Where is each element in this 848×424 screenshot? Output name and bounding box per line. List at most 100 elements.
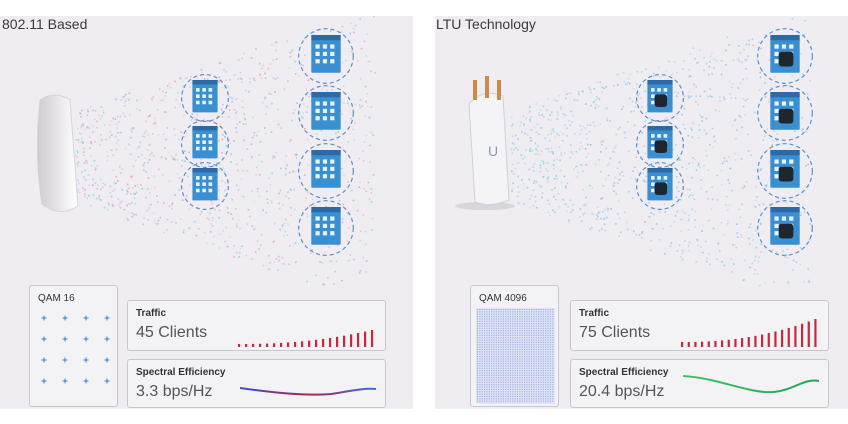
building-icon xyxy=(298,143,354,199)
traffic-bar xyxy=(315,339,318,347)
traffic-bar xyxy=(371,330,374,347)
building-icons xyxy=(636,28,813,256)
traffic-bar xyxy=(273,343,276,347)
traffic-bar xyxy=(245,343,248,347)
traffic-bar xyxy=(714,340,717,347)
building-icon xyxy=(757,143,813,199)
traffic-bar xyxy=(794,325,797,347)
traffic-bar xyxy=(694,341,697,347)
building-icon xyxy=(298,85,354,141)
traffic-bar xyxy=(336,336,339,347)
traffic-bar xyxy=(787,327,790,347)
building-icon xyxy=(181,162,230,211)
spectral-label: Spectral Efficiency xyxy=(136,367,226,378)
traffic-card: Traffic 75 Clients xyxy=(570,300,829,351)
traffic-bar xyxy=(767,333,770,347)
panel-title: 802.11 Based xyxy=(2,16,88,32)
panel-title: LTU Technology xyxy=(436,16,536,32)
constellation-point xyxy=(62,357,68,363)
spectral-wave-icon xyxy=(682,375,820,394)
traffic-bar xyxy=(259,343,262,347)
access-point-device xyxy=(36,94,79,212)
constellation-point xyxy=(62,315,68,321)
traffic-bar xyxy=(807,321,810,347)
building-icon xyxy=(757,28,813,84)
network-illustration xyxy=(36,16,377,286)
spectral-label: Spectral Efficiency xyxy=(579,367,669,378)
panel-ltu: U LTU Technology QAM 4096 Traffic 75 Cli… xyxy=(435,16,848,409)
qam-card: QAM 16 xyxy=(29,285,118,407)
traffic-bar xyxy=(747,336,750,347)
building-icon xyxy=(298,28,354,84)
building-icons xyxy=(181,28,354,256)
traffic-bars-icon xyxy=(238,330,374,347)
traffic-bar xyxy=(287,342,290,347)
traffic-bar xyxy=(707,341,710,347)
traffic-bar xyxy=(814,319,817,347)
constellation-point xyxy=(62,336,68,342)
traffic-bar xyxy=(774,331,777,347)
traffic-value: 75 Clients xyxy=(579,324,651,341)
traffic-bar xyxy=(727,339,730,347)
building-icon xyxy=(757,200,813,256)
traffic-bar xyxy=(754,335,757,347)
traffic-bar xyxy=(294,341,297,347)
traffic-bar xyxy=(308,340,311,347)
constellation-point xyxy=(62,378,68,384)
traffic-bar xyxy=(761,334,764,347)
traffic-label: Traffic xyxy=(136,308,167,319)
traffic-value: 45 Clients xyxy=(136,324,208,341)
spectral-wave-icon xyxy=(239,387,377,396)
building-icon xyxy=(636,73,685,122)
traffic-bar xyxy=(329,337,332,347)
constellation-icon xyxy=(41,315,110,384)
constellation-point xyxy=(104,357,110,363)
spectral-value: 3.3 bps/Hz xyxy=(136,383,213,400)
constellation-point xyxy=(104,378,110,384)
traffic-bar xyxy=(364,331,367,347)
ltu-radio-device: U xyxy=(455,76,515,210)
svg-text:U: U xyxy=(488,143,498,159)
traffic-bar xyxy=(741,338,744,347)
traffic-bar xyxy=(687,341,690,347)
traffic-bar xyxy=(280,342,283,347)
constellation-point xyxy=(41,357,47,363)
traffic-bar xyxy=(350,334,353,347)
traffic-bar xyxy=(322,338,325,347)
traffic-bar xyxy=(252,343,255,347)
constellation-point xyxy=(83,378,89,384)
constellation-point xyxy=(104,336,110,342)
constellation-point xyxy=(41,336,47,342)
traffic-bar xyxy=(343,335,346,347)
traffic-bar xyxy=(781,329,784,347)
constellation-point xyxy=(83,336,89,342)
traffic-bar xyxy=(701,341,704,347)
spectral-card: Spectral Efficiency 20.4 bps/Hz xyxy=(570,359,829,408)
constellation-point xyxy=(41,378,47,384)
traffic-bar xyxy=(238,344,241,347)
building-icon xyxy=(636,162,685,211)
traffic-label: Traffic xyxy=(579,308,610,319)
spectral-value: 20.4 bps/Hz xyxy=(579,383,665,400)
traffic-bar xyxy=(681,342,684,347)
constellation-point xyxy=(83,315,89,321)
building-icon xyxy=(757,85,813,141)
qam-label: QAM 4096 xyxy=(479,293,527,304)
building-icon xyxy=(181,119,230,168)
traffic-bar xyxy=(301,341,304,347)
traffic-card: Traffic 45 Clients xyxy=(127,300,386,351)
traffic-bar xyxy=(734,338,737,347)
building-icon xyxy=(298,200,354,256)
signal-particles xyxy=(75,16,377,286)
traffic-bar xyxy=(357,333,360,347)
building-icon xyxy=(181,73,230,122)
spectral-card: Spectral Efficiency 3.3 bps/Hz xyxy=(127,359,386,408)
traffic-bar xyxy=(721,340,724,347)
network-illustration: U xyxy=(455,18,813,286)
qam-card: QAM 4096 xyxy=(470,285,559,407)
traffic-bar xyxy=(266,343,269,347)
panel-802-11: 802.11 Based QAM 16 Traffic 45 Clients S… xyxy=(0,16,413,409)
constellation-point xyxy=(41,315,47,321)
constellation-icon xyxy=(476,308,555,404)
constellation-point xyxy=(104,315,110,321)
